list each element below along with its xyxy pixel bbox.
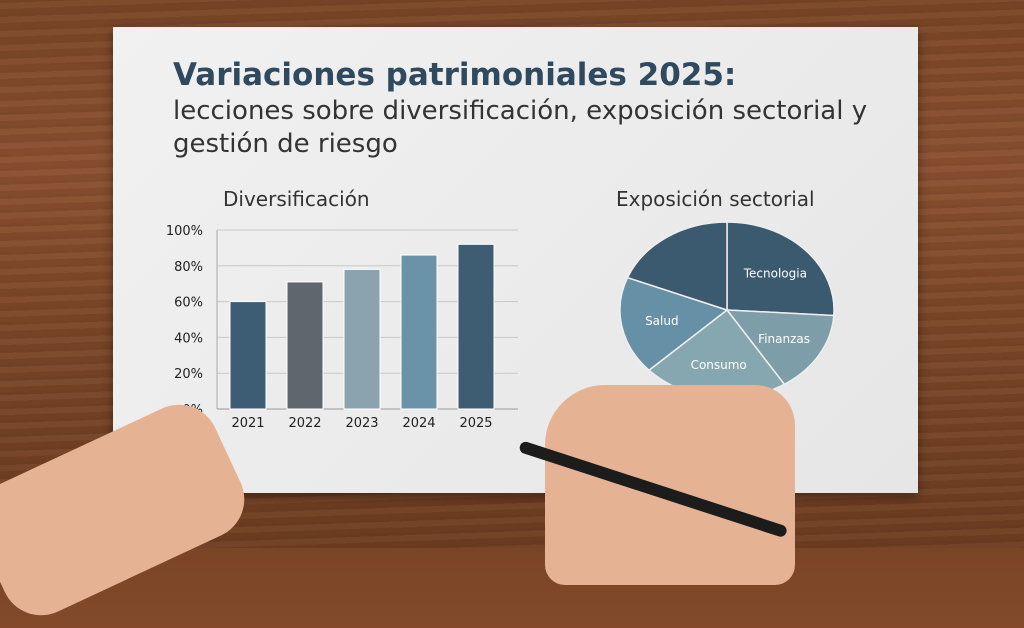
paper-sheet: Variaciones patrimoniales 2025: leccione… [113,27,918,493]
y-tick-label: 100% [166,224,203,239]
page-subtitle: lecciones sobre diversificación, exposic… [173,96,868,159]
bar-2025 [457,243,495,410]
bar-2023 [343,268,381,410]
pie-slice-unlabeled [626,221,728,312]
pie-label: Finanzas [758,332,810,346]
bar-2022 [286,281,324,410]
bar-2024 [400,254,438,410]
pie-label: Consumo [691,358,747,372]
pie-slice-Finanzas [725,309,835,386]
x-tick-label: 2025 [459,416,492,431]
pie-label: Tecnologia [743,267,807,281]
bar-chart-title: Diversificación [223,187,370,211]
y-tick-label: 20% [174,367,203,382]
charts-canvas: 0%20%40%60%80%100%20212022202320242025Te… [166,221,835,431]
pie-slice-Salud [619,276,729,372]
x-tick-label: 2023 [345,416,378,431]
pie-label: Salud [645,314,679,328]
pie-slice-Tecnologia [726,221,835,317]
page-title: Variaciones patrimoniales 2025: [173,57,737,93]
x-tick-label: 2022 [288,416,321,431]
right-hand [545,385,795,585]
x-tick-label: 2024 [402,416,435,431]
bar-2021 [229,301,267,410]
y-tick-label: 80% [174,260,203,275]
y-tick-label: 60% [174,296,203,311]
x-tick-label: 2021 [231,416,264,431]
y-tick-label: 40% [174,331,203,346]
pie-chart-title: Exposición sectorial [616,187,815,211]
